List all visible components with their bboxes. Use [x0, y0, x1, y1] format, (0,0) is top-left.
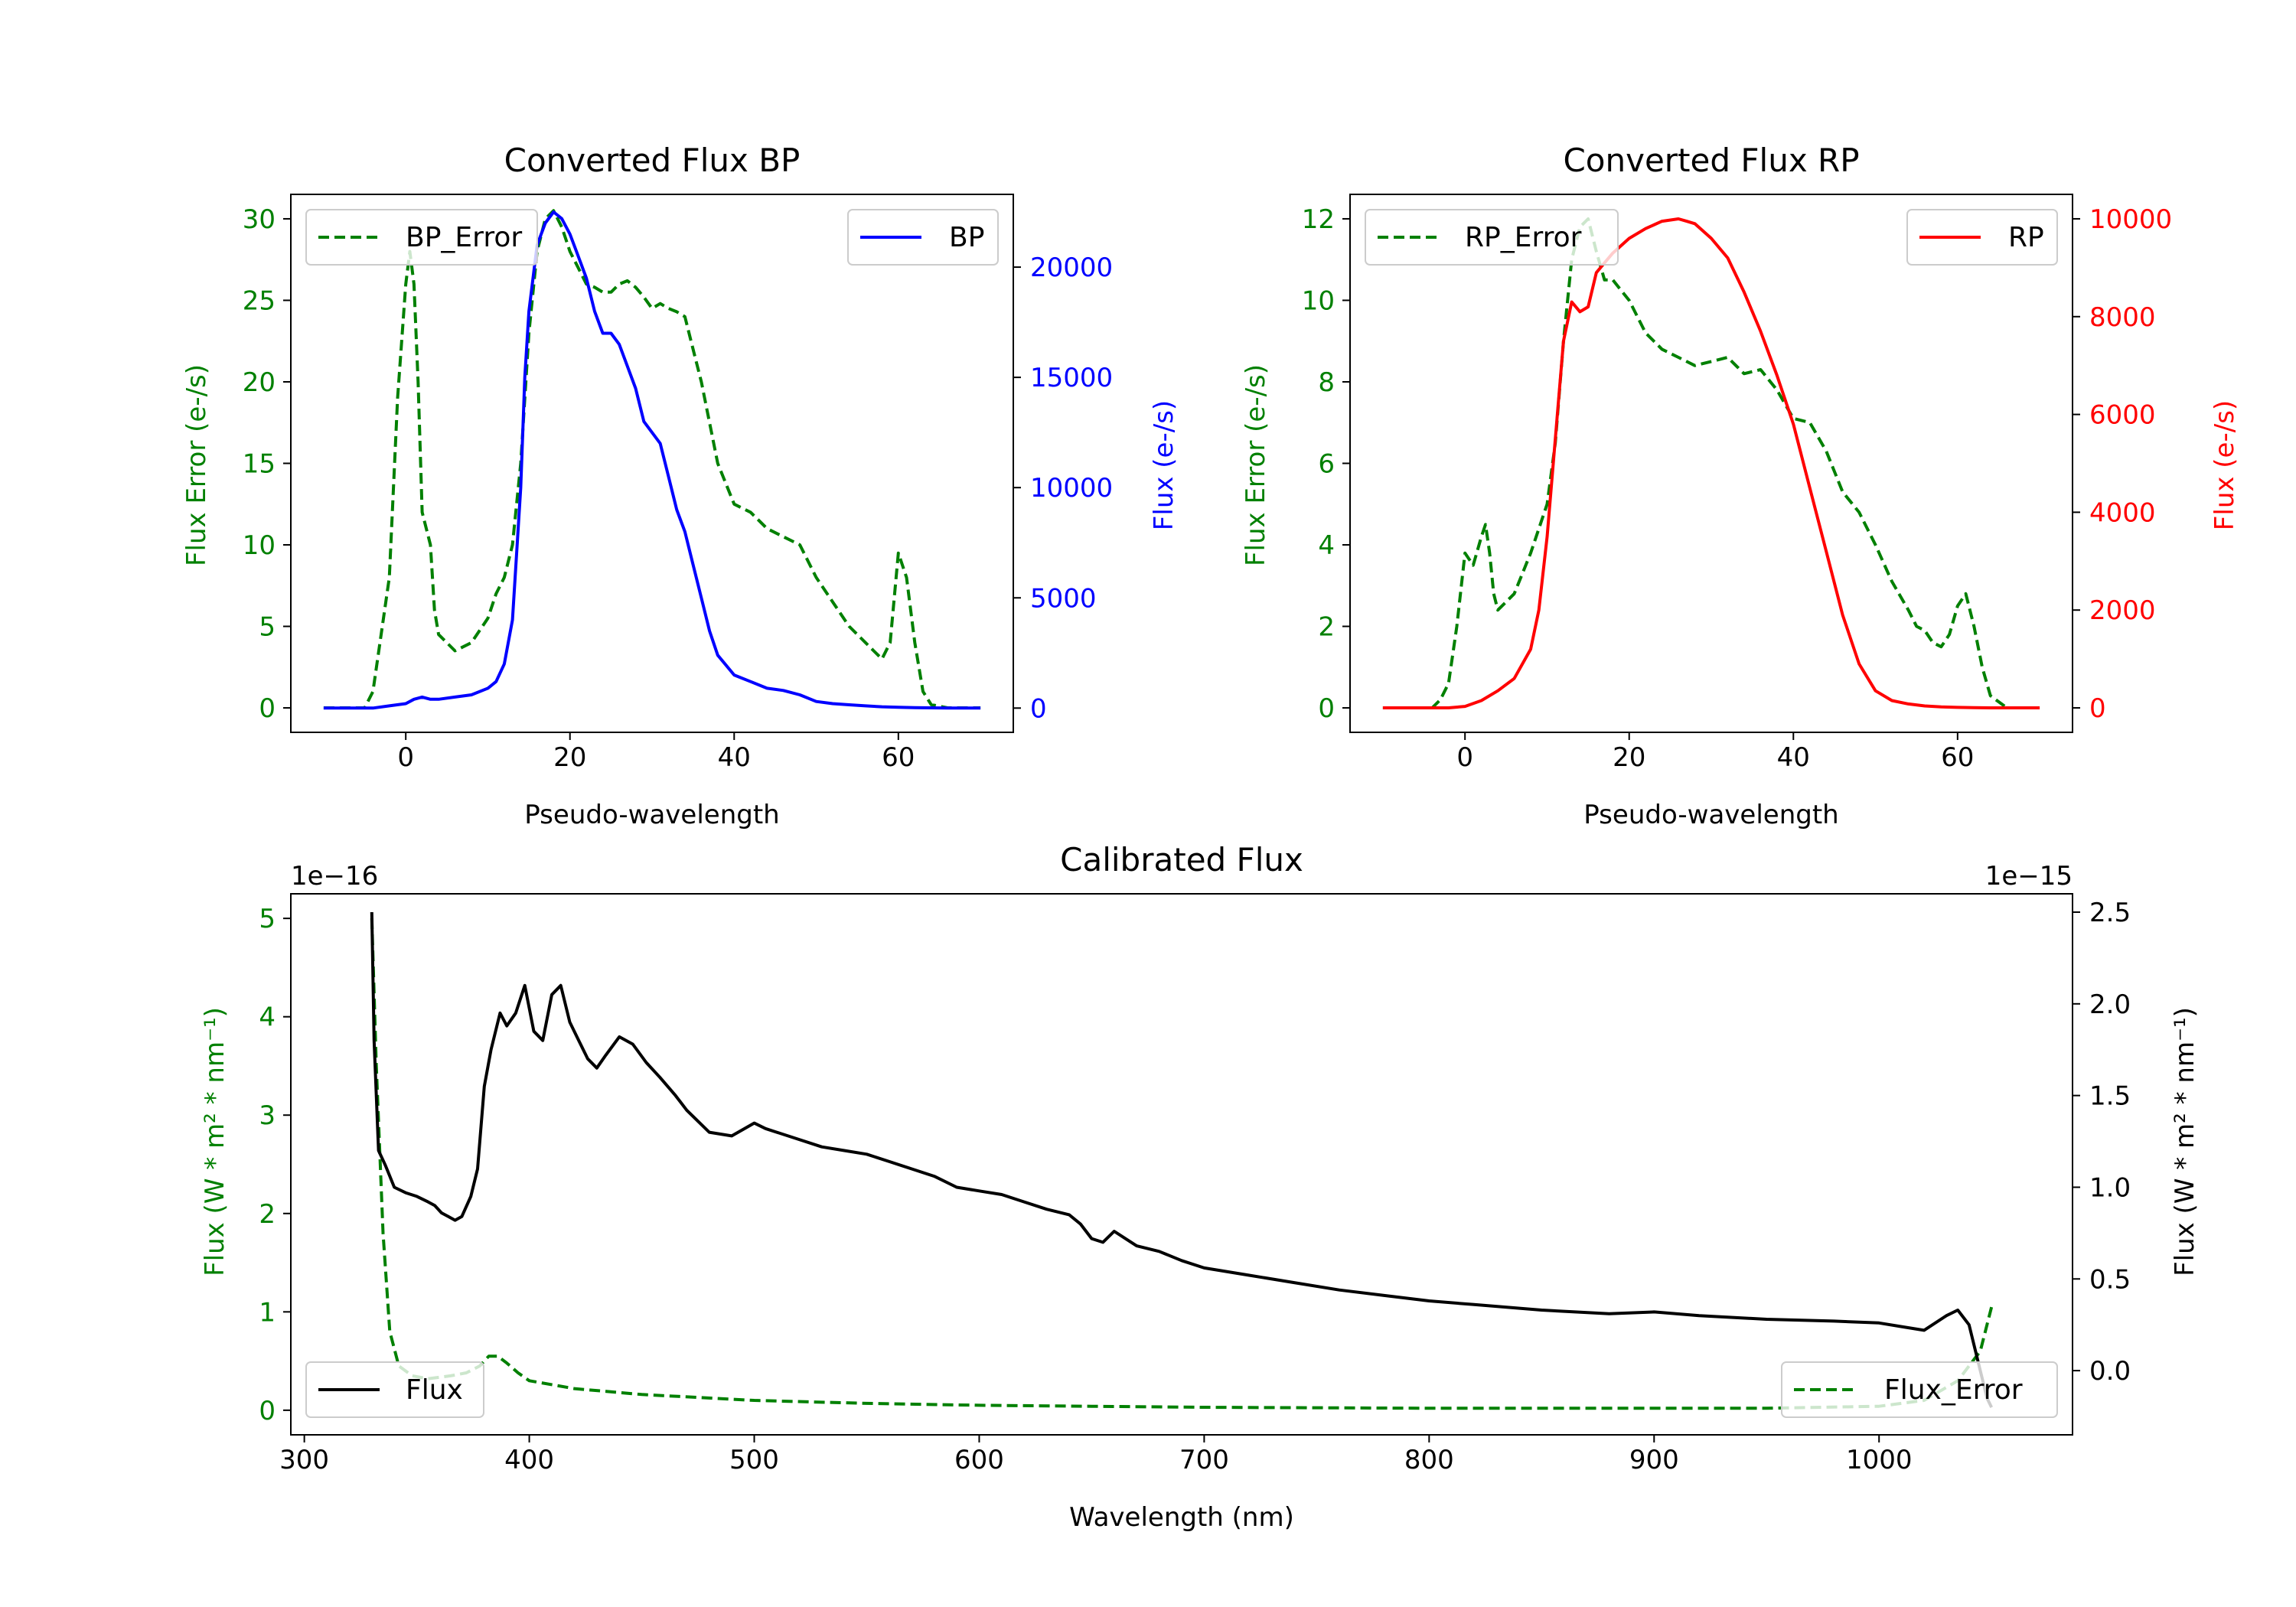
bp-series-bp-line [323, 210, 981, 710]
rp-ytick-left-label: 4 [1318, 530, 1335, 561]
bp-ytick-left-label: 10 [243, 530, 276, 561]
cal-xtick-label: 900 [1629, 1445, 1679, 1475]
cal-ytick-right-label: 2.5 [2089, 898, 2131, 928]
cal-legend-right-box [1781, 1361, 2058, 1418]
cal-ytick-left-label: 0 [259, 1396, 276, 1426]
cal-ytick-right-label: 1.5 [2089, 1081, 2131, 1112]
calibrated-chart: Calibrated Flux 1e−16 1e−15 Wavelength (… [200, 841, 2200, 1533]
rp-xtick-label: 60 [1941, 742, 1974, 773]
rp-ytick-left-label: 0 [1318, 693, 1335, 724]
rp-ytick-left-label: 12 [1302, 204, 1335, 235]
rp-legend-right-box [1906, 209, 2058, 266]
rp-ytick-left-label: 8 [1318, 367, 1335, 398]
cal-ytick-right-label: 0.0 [2089, 1356, 2131, 1387]
bp-chart: Converted Flux BP Pseudo-wavelength Flux… [181, 142, 1179, 830]
bp-ytick-left-label: 0 [259, 693, 276, 724]
bp-legend-right-box [847, 209, 999, 266]
cal-ytick-left-label: 2 [259, 1199, 276, 1230]
cal-legend-left-box [305, 1361, 484, 1418]
cal-legend-right-label: Flux_Error [1884, 1374, 2023, 1406]
bp-xlabel: Pseudo-wavelength [524, 800, 779, 830]
cal-xtick-label: 700 [1179, 1445, 1229, 1475]
cal-ytick-left-label: 4 [259, 1002, 276, 1033]
cal-offset-right: 1e−15 [1985, 861, 2073, 892]
cal-ytick-right-label: 2.0 [2089, 989, 2131, 1020]
cal-xtick-label: 600 [954, 1445, 1004, 1475]
bp-legend-left-box [305, 209, 538, 266]
bp-xtick-label: 60 [882, 742, 915, 773]
rp-ytick-left-label: 6 [1318, 449, 1335, 480]
rp-series-rp-error-line [1382, 217, 2040, 709]
bp-ytick-right-label: 5000 [1030, 583, 1097, 614]
bp-xtick-label: 20 [553, 742, 586, 773]
cal-legend-left-label: Flux [406, 1374, 463, 1406]
cal-ytick-right-label: 1.0 [2089, 1172, 2131, 1203]
rp-legend-right: RP [1906, 209, 2058, 266]
cal-ytick-left-label: 3 [259, 1100, 276, 1131]
cal-xlabel: Wavelength (nm) [1069, 1502, 1294, 1533]
rp-title: Converted Flux RP [1563, 142, 1859, 179]
bp-ytick-left-label: 20 [243, 367, 276, 398]
rp-ytick-right-label: 8000 [2089, 302, 2156, 333]
bp-ylabel-right: Flux (e-/s) [1149, 400, 1179, 530]
cal-legend-left: Flux [305, 1361, 484, 1418]
rp-ytick-right-label: 2000 [2089, 595, 2156, 626]
bp-legend-left-label: BP_Error [406, 222, 522, 253]
rp-xtick-label: 20 [1613, 742, 1645, 773]
cal-series-flux-line [370, 911, 1993, 1408]
cal-ytick-left-label: 1 [259, 1297, 276, 1328]
bp-plot-frame [290, 194, 1014, 733]
cal-legend-right: Flux_Error [1781, 1361, 2058, 1418]
bp-ytick-right-label: 20000 [1030, 253, 1113, 283]
bp-ytick-right-label: 15000 [1030, 363, 1113, 393]
bp-ytick-left-label: 30 [243, 204, 276, 235]
cal-xtick-label: 500 [729, 1445, 779, 1475]
bp-legend-left: BP_Error [305, 209, 538, 266]
bp-ytick-left-label: 15 [243, 449, 276, 480]
rp-legend-left-label: RP_Error [1465, 222, 1582, 253]
rp-ytick-right-label: 4000 [2089, 497, 2156, 528]
cal-title: Calibrated Flux [1060, 841, 1303, 878]
cal-xtick-label: 800 [1404, 1445, 1454, 1475]
rp-ylabel-right: Flux (e-/s) [2210, 400, 2240, 530]
cal-xtick-label: 400 [504, 1445, 554, 1475]
bp-ytick-right-label: 10000 [1030, 473, 1113, 504]
cal-ylabel-left: Flux (W * m² * nm⁻¹) [200, 1007, 230, 1276]
bp-ylabel-left: Flux Error (e-/s) [181, 364, 212, 566]
bp-legend-right-label: BP [949, 222, 984, 253]
rp-ytick-right-label: 6000 [2089, 400, 2156, 431]
rp-legend-right-label: RP [2008, 222, 2044, 253]
bp-ytick-left-label: 25 [243, 285, 276, 316]
rp-ytick-right-label: 0 [2089, 693, 2106, 724]
bp-series-bp-error-line [323, 209, 981, 709]
cal-plot-frame [290, 893, 2073, 1436]
bp-xtick-label: 40 [718, 742, 751, 773]
rp-plot-frame [1349, 194, 2073, 733]
rp-legend-left: RP_Error [1365, 209, 1619, 266]
rp-ytick-right-label: 10000 [2089, 204, 2172, 235]
cal-xtick-label: 300 [279, 1445, 329, 1475]
rp-xtick-label: 40 [1777, 742, 1810, 773]
bp-legend-right: BP [847, 209, 999, 266]
rp-xlabel: Pseudo-wavelength [1583, 800, 1838, 830]
bp-xtick-label: 0 [397, 742, 414, 773]
rp-chart: Converted Flux RP Pseudo-wavelength Flux… [1241, 142, 2240, 830]
rp-series-rp-line [1382, 217, 2040, 709]
cal-ytick-right-label: 0.5 [2089, 1264, 2131, 1295]
rp-ytick-left-label: 10 [1302, 285, 1335, 316]
bp-ytick-left-label: 5 [259, 612, 276, 643]
rp-ytick-left-label: 2 [1318, 612, 1335, 643]
cal-xtick-label: 1000 [1846, 1445, 1913, 1475]
rp-ylabel-left: Flux Error (e-/s) [1241, 364, 1271, 566]
bp-title: Converted Flux BP [504, 142, 801, 179]
bp-ytick-right-label: 0 [1030, 693, 1047, 724]
cal-ylabel-right: Flux (W * m² * nm⁻¹) [2170, 1007, 2200, 1276]
cal-offset-left: 1e−16 [291, 861, 378, 892]
cal-ytick-left-label: 5 [259, 904, 276, 934]
rp-legend-left-box [1365, 209, 1619, 266]
rp-xtick-label: 0 [1456, 742, 1473, 773]
